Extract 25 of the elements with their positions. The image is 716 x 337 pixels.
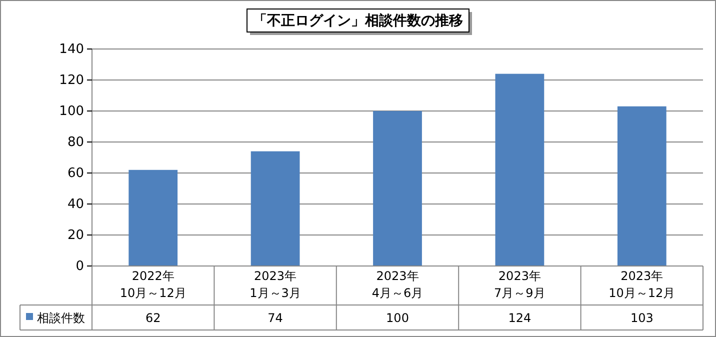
bar <box>128 170 178 266</box>
data-label: 62 <box>145 311 161 325</box>
y-tick-label: 20 <box>67 228 84 244</box>
bar <box>495 74 544 266</box>
data-label: 103 <box>630 311 654 325</box>
y-tick-label: 140 <box>59 42 84 58</box>
x-tick-label: 2023年 1月～3月 <box>250 269 301 300</box>
data-label: 74 <box>268 311 283 325</box>
bar <box>373 111 422 266</box>
bar <box>617 106 666 266</box>
x-tick-label: 2023年 10月～12月 <box>608 269 676 300</box>
data-label: 124 <box>508 311 532 325</box>
chart-title: 「不正ログイン」相談件数の推移 <box>253 12 463 29</box>
legend-label: 相談件数 <box>37 311 85 325</box>
x-tick-label: 2022年 10月～12月 <box>120 269 186 300</box>
bar <box>250 151 300 266</box>
y-tick-label: 40 <box>67 197 84 212</box>
y-tick-label: 0 <box>76 259 84 274</box>
y-tick-label: 120 <box>59 73 84 88</box>
x-tick-label: 2023年 7月～9月 <box>494 269 546 300</box>
x-tick-label: 2023年 4月～6月 <box>372 269 424 300</box>
y-tick-label: 60 <box>67 166 84 182</box>
y-tick-label: 100 <box>59 104 84 120</box>
y-tick-label: 80 <box>67 135 84 150</box>
data-label: 100 <box>386 311 409 325</box>
